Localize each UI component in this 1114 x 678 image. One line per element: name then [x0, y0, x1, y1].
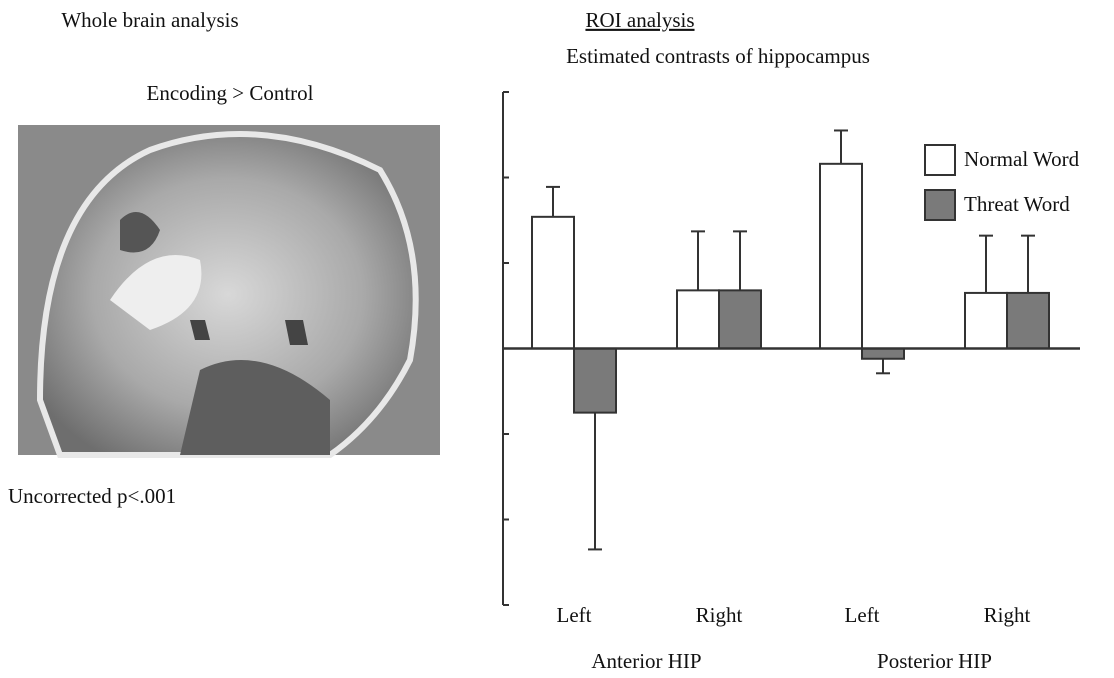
bar	[862, 349, 904, 359]
bar	[1007, 293, 1049, 349]
legend-swatch	[925, 190, 955, 220]
bar	[820, 164, 862, 349]
group-label: Anterior HIP	[591, 649, 701, 673]
x-tick-label: Right	[696, 603, 743, 627]
threshold-label: Uncorrected p<.001	[8, 484, 176, 508]
group-label: Posterior HIP	[877, 649, 992, 673]
chart-title: ROI analysis	[585, 8, 694, 32]
contrast-label: Encoding > Control	[147, 81, 314, 105]
bar	[677, 290, 719, 348]
bar	[532, 217, 574, 349]
chart-subtitle: Estimated contrasts of hippocampus	[566, 44, 870, 68]
x-tick-label: Left	[557, 603, 592, 627]
figure: Whole brain analysis Encoding > Control …	[0, 0, 1114, 678]
legend-label: Normal Word	[964, 147, 1080, 171]
x-tick-label: Left	[845, 603, 880, 627]
bar	[965, 293, 1007, 349]
x-tick-label: Right	[984, 603, 1031, 627]
left-panel: Whole brain analysis Encoding > Control …	[8, 8, 440, 508]
legend-swatch	[925, 145, 955, 175]
legend-label: Threat Word	[964, 192, 1070, 216]
bar	[574, 349, 616, 413]
panel-title: Whole brain analysis	[61, 8, 238, 32]
bar	[719, 290, 761, 348]
